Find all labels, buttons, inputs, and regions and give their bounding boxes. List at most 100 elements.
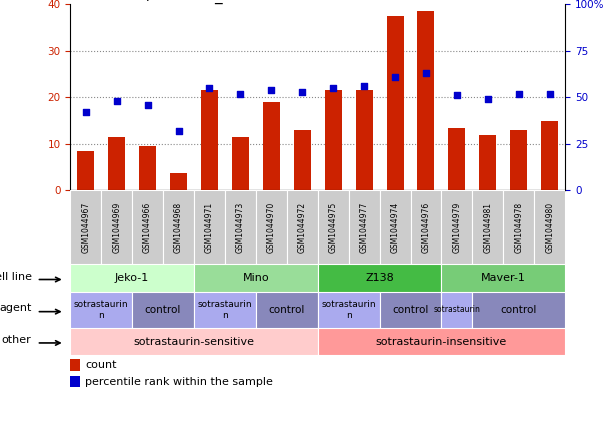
Text: Maver-1: Maver-1 [481, 273, 525, 283]
Bar [101, 190, 132, 264]
Bar [194, 292, 256, 328]
Text: GSM1044980: GSM1044980 [545, 202, 554, 253]
Bar [356, 91, 373, 190]
Text: other: other [2, 335, 32, 345]
Bar [417, 11, 434, 190]
Text: GSM1044966: GSM1044966 [143, 202, 152, 253]
Text: agent: agent [0, 303, 32, 313]
Point [174, 127, 183, 134]
Text: sotrastaurin-insensitive: sotrastaurin-insensitive [376, 337, 507, 346]
Text: GSM1044970: GSM1044970 [267, 202, 276, 253]
Point [298, 88, 307, 95]
Bar [318, 264, 442, 292]
Point [359, 83, 369, 90]
Text: Mino: Mino [243, 273, 269, 283]
Bar [503, 190, 534, 264]
Text: count: count [85, 360, 117, 370]
Text: GSM1044968: GSM1044968 [174, 202, 183, 253]
Bar [132, 190, 163, 264]
Text: cell line: cell line [0, 272, 32, 282]
Text: GSM1044977: GSM1044977 [360, 202, 368, 253]
Bar [70, 328, 318, 355]
Text: Jeko-1: Jeko-1 [115, 273, 149, 283]
Text: control: control [500, 305, 537, 315]
Bar [534, 190, 565, 264]
Point [205, 85, 214, 91]
Bar [318, 292, 379, 328]
Bar [318, 190, 349, 264]
Bar [510, 130, 527, 190]
Text: GSM1044976: GSM1044976 [422, 202, 431, 253]
Bar [411, 190, 442, 264]
Bar [442, 190, 472, 264]
Bar [442, 292, 472, 328]
Bar [318, 328, 565, 355]
Bar [194, 264, 318, 292]
Point [390, 74, 400, 80]
Bar [472, 292, 565, 328]
Bar [70, 264, 194, 292]
Text: sotrastaurin
n: sotrastaurin n [321, 300, 376, 319]
Bar [448, 128, 466, 190]
Point [266, 86, 276, 93]
Bar [324, 91, 342, 190]
Bar [70, 190, 101, 264]
Text: GSM1044974: GSM1044974 [390, 202, 400, 253]
Point [143, 102, 153, 108]
Bar [256, 292, 318, 328]
Bar [70, 359, 80, 371]
Point [328, 85, 338, 91]
Text: Z138: Z138 [365, 273, 394, 283]
Text: GSM1044967: GSM1044967 [81, 202, 90, 253]
Bar [232, 137, 249, 190]
Bar [349, 190, 379, 264]
Bar [256, 190, 287, 264]
Text: control: control [145, 305, 181, 315]
Bar [294, 130, 311, 190]
Text: GSM1044971: GSM1044971 [205, 202, 214, 253]
Bar [379, 190, 411, 264]
Bar [70, 376, 80, 387]
Point [81, 109, 90, 115]
Bar [194, 190, 225, 264]
Bar [170, 173, 187, 190]
Text: sotrastaurin-sensitive: sotrastaurin-sensitive [133, 337, 255, 346]
Text: sotrastaurin: sotrastaurin [433, 305, 480, 314]
Text: GSM1044972: GSM1044972 [298, 202, 307, 253]
Point [235, 90, 245, 97]
Bar [472, 190, 503, 264]
Bar [225, 190, 256, 264]
Text: GSM1044975: GSM1044975 [329, 202, 338, 253]
Text: GSM1044979: GSM1044979 [452, 202, 461, 253]
Text: sotrastaurin
n: sotrastaurin n [197, 300, 252, 319]
Bar [442, 264, 565, 292]
Bar [541, 121, 558, 190]
Text: percentile rank within the sample: percentile rank within the sample [85, 377, 273, 387]
Bar [480, 135, 496, 190]
Text: GSM1044981: GSM1044981 [483, 202, 492, 253]
Point [112, 98, 122, 104]
Text: GSM1044973: GSM1044973 [236, 202, 245, 253]
Bar [379, 292, 441, 328]
Text: control: control [392, 305, 429, 315]
Bar [201, 91, 218, 190]
Bar [263, 102, 280, 190]
Point [452, 92, 462, 99]
Bar [132, 292, 194, 328]
Point [545, 90, 555, 97]
Bar [287, 190, 318, 264]
Bar [77, 151, 94, 190]
Text: GDS5309 / 239758_at: GDS5309 / 239758_at [70, 0, 238, 4]
Bar [70, 292, 132, 328]
Point [514, 90, 524, 97]
Text: GSM1044969: GSM1044969 [112, 202, 121, 253]
Bar [108, 137, 125, 190]
Bar [139, 146, 156, 190]
Bar [387, 16, 403, 190]
Text: GSM1044978: GSM1044978 [514, 202, 523, 253]
Point [483, 96, 492, 102]
Point [421, 70, 431, 77]
Text: sotrastaurin
n: sotrastaurin n [74, 300, 128, 319]
Text: control: control [269, 305, 305, 315]
Bar [163, 190, 194, 264]
